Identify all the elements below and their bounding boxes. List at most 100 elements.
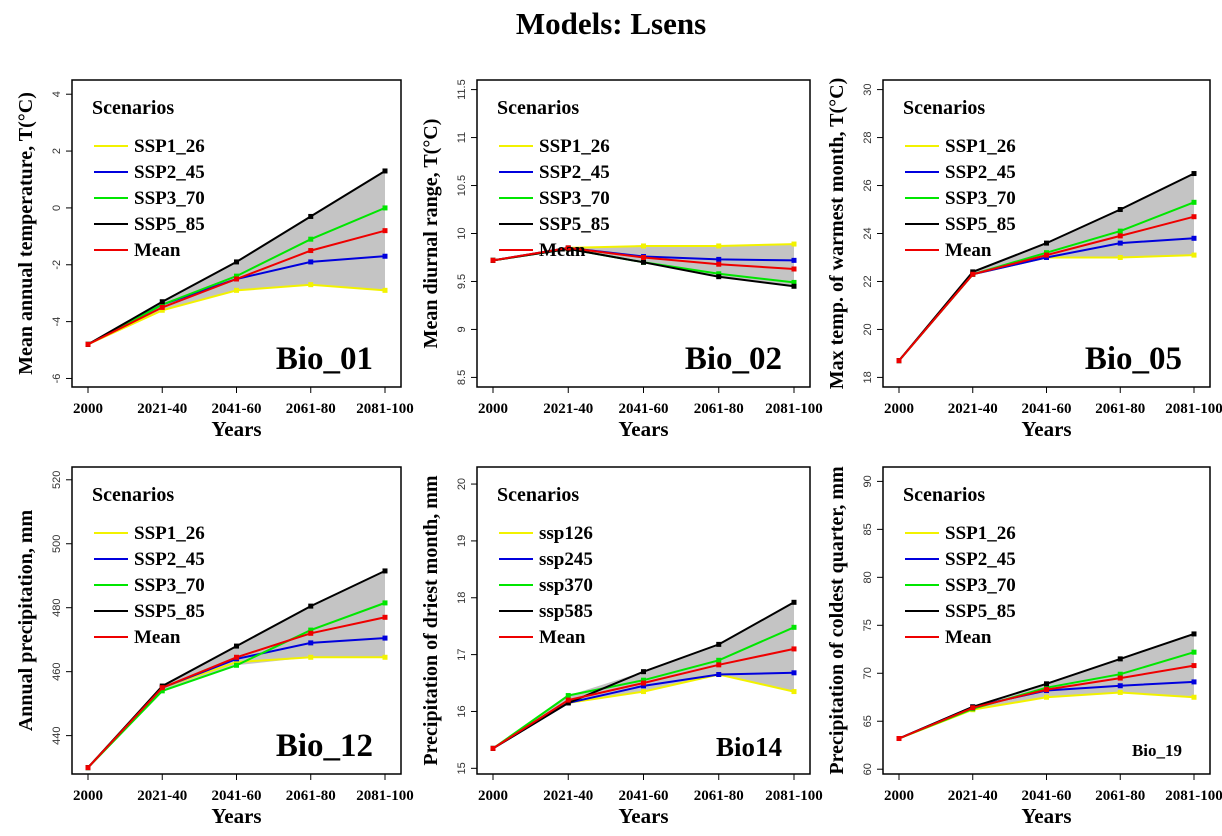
y-tick-label: 11 bbox=[456, 132, 468, 143]
data-point-ssp1-26 bbox=[1044, 694, 1049, 700]
legend-entry-ssp2-45: SSP2_45 bbox=[134, 162, 205, 183]
y-tick-label: 0 bbox=[51, 205, 63, 211]
data-point-ssp1-26 bbox=[308, 654, 314, 660]
y-tick-label: 4 bbox=[51, 91, 63, 97]
data-point-ssp3-70 bbox=[791, 279, 797, 285]
x-tick-label: 2041-60 bbox=[212, 401, 262, 417]
data-point-ssp585 bbox=[791, 599, 797, 605]
legend-entry-ssp3-70: SSP3_70 bbox=[945, 575, 1016, 596]
data-point-ssp2-45 bbox=[308, 640, 314, 646]
data-point-ssp2-45 bbox=[382, 635, 388, 641]
data-point-ssp5-85 bbox=[382, 568, 388, 574]
y-tick-label: 500 bbox=[51, 535, 63, 553]
data-point-ssp5-85 bbox=[1191, 631, 1197, 637]
data-point-ssp3-70 bbox=[308, 236, 314, 242]
y-axis-label: Precipitation of driest month, mm bbox=[420, 475, 442, 765]
data-point-ssp1-26 bbox=[234, 659, 239, 665]
data-point-ssp1-26 bbox=[308, 282, 314, 288]
legend-title: Scenarios bbox=[903, 97, 985, 119]
legend-entry-ssp2-45: SSP2_45 bbox=[945, 549, 1016, 570]
data-point-ssp5-85 bbox=[1191, 171, 1197, 177]
data-point-ssp2-45 bbox=[1191, 235, 1197, 241]
y-axis-label: Precipitation of coldest quarter, mm bbox=[826, 466, 848, 775]
data-point-ssp3-70 bbox=[1117, 228, 1123, 234]
scenario-range-band bbox=[88, 171, 385, 345]
scenario-range-band bbox=[493, 602, 794, 749]
legend-entry-mean: Mean bbox=[134, 240, 181, 261]
data-point-ssp5-85 bbox=[159, 299, 165, 305]
y-tick-label: 2 bbox=[51, 148, 63, 154]
x-tick-label: 2061-80 bbox=[1095, 788, 1145, 804]
data-point-ssp370 bbox=[565, 693, 571, 699]
x-tick-label: 2041-60 bbox=[1022, 788, 1072, 804]
data-point-ssp2-45 bbox=[716, 256, 722, 262]
x-tick-label: 2000 bbox=[73, 401, 103, 417]
data-point-mean bbox=[565, 245, 571, 251]
scenario-range-band bbox=[88, 570, 385, 768]
panel-label: Bio14 bbox=[716, 732, 782, 762]
legend-entry-ssp245: ssp245 bbox=[539, 549, 593, 570]
legend-entry-ssp3-70: SSP3_70 bbox=[134, 575, 205, 596]
data-point-ssp245 bbox=[791, 670, 797, 676]
data-point-ssp5-85 bbox=[308, 603, 314, 609]
panel-label: Bio_12 bbox=[276, 728, 373, 764]
data-point-ssp5-85 bbox=[1117, 656, 1123, 662]
legend-entry-ssp370: ssp370 bbox=[539, 575, 593, 596]
y-tick-label: 10 bbox=[456, 227, 468, 239]
y-tick-label: 18 bbox=[862, 371, 874, 383]
panel-bio-02: 8.5 9 9.5 10 10.5 11 11.5 2000 2021-40 2041-60 206… bbox=[420, 79, 823, 441]
panel-bio-01: -6 -4 -2 0 2 4 2000 2021-40 2041-60 2061-80 2081-1… bbox=[15, 79, 414, 441]
x-axis-label: Years bbox=[211, 804, 261, 828]
y-tick-label: 460 bbox=[51, 662, 63, 680]
data-point-ssp3-70 bbox=[1191, 199, 1197, 205]
data-point-ssp3-70 bbox=[716, 271, 722, 277]
data-point-ssp5-85 bbox=[234, 643, 239, 649]
y-tick-label: -2 bbox=[51, 260, 63, 270]
y-tick-label: 520 bbox=[51, 471, 63, 489]
x-tick-label: 2061-80 bbox=[1095, 401, 1145, 417]
y-tick-label: 85 bbox=[862, 523, 874, 535]
x-tick-label: 2081-100 bbox=[765, 401, 823, 417]
data-point-ssp1-26 bbox=[641, 243, 646, 249]
data-point-mean bbox=[1191, 214, 1197, 220]
legend-title: Scenarios bbox=[92, 484, 174, 506]
data-point-mean bbox=[159, 685, 165, 691]
y-tick-label: 80 bbox=[862, 571, 874, 583]
x-tick-label: 2021-40 bbox=[948, 401, 998, 417]
data-point-ssp3-70 bbox=[308, 627, 314, 633]
x-tick-label: 2061-80 bbox=[694, 401, 744, 417]
x-axis-label: Years bbox=[618, 804, 668, 828]
y-tick-label: 90 bbox=[862, 475, 874, 487]
x-tick-label: 2041-60 bbox=[212, 788, 262, 804]
plot-frame bbox=[476, 79, 811, 388]
legend-title: Scenarios bbox=[497, 484, 579, 506]
legend-entry-ssp3-70: SSP3_70 bbox=[945, 188, 1016, 209]
y-tick-label: 9 bbox=[456, 326, 468, 332]
y-tick-label: 17 bbox=[456, 648, 468, 660]
x-axis-label: Years bbox=[618, 417, 668, 441]
data-point-mean bbox=[641, 254, 646, 260]
data-point-ssp126 bbox=[641, 689, 646, 695]
data-point-ssp2-45 bbox=[308, 259, 314, 265]
data-point-ssp370 bbox=[791, 624, 797, 630]
x-tick-label: 2081-100 bbox=[765, 788, 823, 804]
legend-entry-ssp1-26: SSP1_26 bbox=[539, 136, 610, 157]
y-tick-label: 20 bbox=[862, 323, 874, 335]
legend-entry-ssp585: ssp585 bbox=[539, 601, 593, 622]
x-tick-label: 2000 bbox=[884, 401, 914, 417]
y-tick-label: 28 bbox=[862, 131, 874, 143]
panel-bio-19: 60 65 70 75 80 85 90 2000 2021-40 2041-60 2061-80 2… bbox=[826, 466, 1222, 828]
x-axis-label: Years bbox=[211, 417, 261, 441]
data-point-ssp3-70 bbox=[1191, 649, 1197, 655]
panel-bio-12: 440 460 480 500 520 2000 2021-40 2041-60 2061-80… bbox=[15, 466, 414, 828]
y-tick-label: 9.5 bbox=[456, 274, 468, 289]
data-point-mean bbox=[159, 304, 165, 310]
legend-entry-ssp5-85: SSP5_85 bbox=[539, 214, 610, 235]
data-point-ssp3-70 bbox=[234, 662, 239, 668]
y-tick-label: 480 bbox=[51, 599, 63, 617]
data-point-ssp5-85 bbox=[641, 259, 646, 265]
panel-label: Bio_05 bbox=[1085, 341, 1182, 377]
y-tick-label: 10.5 bbox=[456, 175, 468, 196]
data-point-mean bbox=[382, 614, 388, 620]
